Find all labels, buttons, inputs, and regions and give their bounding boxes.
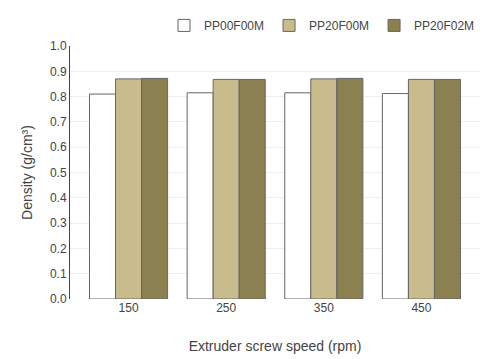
svg-text:0.2: 0.2 [50, 242, 67, 256]
svg-text:0.5: 0.5 [50, 166, 67, 180]
svg-text:0.6: 0.6 [50, 140, 67, 154]
svg-text:450: 450 [411, 301, 431, 315]
svg-text:350: 350 [314, 301, 334, 315]
svg-text:0.7: 0.7 [50, 115, 67, 129]
svg-text:0.4: 0.4 [50, 191, 67, 205]
svg-text:0.8: 0.8 [50, 90, 67, 104]
svg-text:Density (g/cm³): Density (g/cm³) [19, 125, 35, 220]
svg-text:PP20F00M: PP20F00M [309, 19, 369, 33]
svg-text:PP00F00M: PP00F00M [204, 19, 264, 33]
svg-text:Extruder screw speed (rpm): Extruder screw speed (rpm) [189, 338, 362, 354]
svg-text:0.1: 0.1 [50, 267, 67, 281]
svg-text:250: 250 [216, 301, 236, 315]
svg-text:1.0: 1.0 [50, 39, 67, 53]
svg-text:0.9: 0.9 [50, 65, 67, 79]
svg-text:0.3: 0.3 [50, 216, 67, 230]
svg-text:150: 150 [119, 301, 139, 315]
svg-text:0.0: 0.0 [50, 292, 67, 306]
svg-text:PP20F02M: PP20F02M [414, 19, 474, 33]
